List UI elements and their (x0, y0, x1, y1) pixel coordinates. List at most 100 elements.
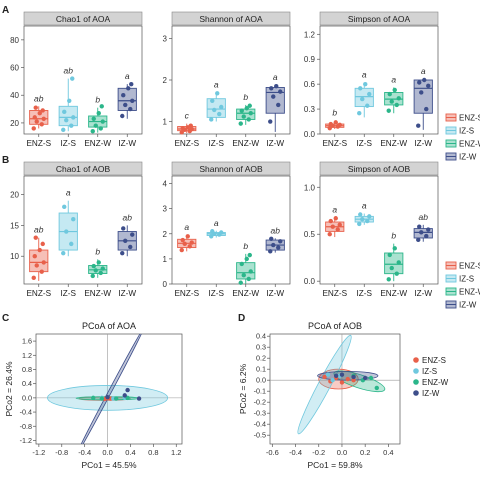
panel-title-strip (319, 11, 439, 26)
legend-label: ENZ-W (422, 378, 449, 387)
x-tick-label: -0.2 (312, 448, 325, 457)
panel-title-strip (23, 161, 143, 176)
x-tick-label: -0.4 (78, 448, 91, 457)
y-tick-label: 0.2 (256, 354, 266, 363)
x-tick-label: -0.8 (55, 448, 68, 457)
data-point (271, 94, 276, 99)
data-point (209, 234, 214, 239)
legend-label: ENZ-S (459, 114, 480, 123)
y-tick-label: 0.4 (256, 332, 266, 341)
x-tick-label: ENZ-W (84, 289, 111, 298)
y-axis-label: PCo2 = 26.4% (4, 361, 14, 416)
significance-letter: a (66, 188, 71, 198)
y-tick-label: 0.1 (256, 365, 266, 374)
x-tick-label: 1.2 (171, 448, 181, 457)
data-point (276, 245, 281, 250)
box-iqr (354, 87, 374, 108)
data-point (241, 114, 246, 119)
data-point (269, 236, 274, 241)
data-point (416, 237, 421, 243)
x-tick-label: IZ-W (414, 139, 432, 148)
x-tick-label: IZ-S (61, 289, 77, 298)
significance-letter: a (362, 201, 367, 211)
confidence-ellipse (297, 334, 352, 435)
data-point (71, 217, 76, 222)
legend-label: IZ-W (459, 153, 477, 162)
data-point (238, 280, 243, 285)
boxplot-panel: Shannon of AOB 0 1 2 3 4 a ENZ-S a IZ-S b ENZ-W ab IZ… (163, 161, 291, 298)
boxplot-panel: Shannon of AOA 1 2 3 c ENZ-S a IZ-S b ENZ-W a IZ-W (163, 11, 291, 148)
panel-title: Chao1 of AOA (56, 14, 111, 24)
data-point (210, 98, 215, 103)
data-point (333, 120, 338, 125)
data-point (325, 372, 331, 377)
data-point (357, 221, 362, 227)
x-tick-label: -0.6 (266, 448, 279, 457)
x-tick-label: ENZ-S (174, 139, 199, 148)
data-point (328, 121, 333, 127)
charts-layer: Chao1 of AOA20406080abENZ-SabIZ-SbENZ-Wa… (4, 11, 480, 470)
legend-label: IZ-S (459, 275, 474, 284)
data-point (41, 260, 46, 265)
x-tick-label: 0.0 (102, 448, 112, 457)
x-tick-label: 0.4 (125, 448, 135, 457)
data-point (39, 122, 44, 127)
y-tick-label: 0.0 (304, 130, 316, 139)
y-tick-label: 3 (163, 34, 168, 43)
plot-frame (171, 175, 291, 285)
data-point (362, 375, 368, 381)
significance-letter: b (95, 246, 100, 256)
data-point (387, 252, 392, 258)
y-tick-label: 4 (163, 180, 168, 189)
plot-area (36, 334, 182, 444)
data-point (100, 119, 105, 124)
pcoa-title: PCoA of AOB (308, 321, 362, 331)
data-point (120, 113, 125, 119)
y-tick-label: 80 (10, 36, 19, 45)
plot-frame (171, 25, 291, 135)
legend-marker (413, 379, 419, 385)
legend-label: ENZ-W (459, 140, 480, 149)
x-tick-label: -1.2 (32, 448, 45, 457)
data-point (189, 126, 194, 132)
data-point (210, 229, 215, 234)
data-point (337, 122, 342, 128)
significance-letter: b (95, 95, 100, 105)
significance-letter: b (391, 231, 396, 241)
panel-title: Simpson of AOA (348, 14, 411, 24)
data-point (426, 83, 431, 89)
significance-letter: a (184, 222, 189, 232)
legend-label: IZ-S (459, 127, 474, 136)
y-tick-label: -0.8 (20, 422, 32, 431)
data-point (239, 108, 244, 113)
panel-title: Shannon of AOA (199, 14, 263, 24)
significance-letter: b (243, 92, 248, 102)
data-point (61, 250, 66, 256)
data-point (98, 270, 103, 276)
data-point (389, 265, 394, 271)
data-point (64, 117, 69, 123)
data-point (122, 393, 127, 398)
x-tick-label: ENZ-S (174, 289, 199, 298)
data-point (37, 111, 42, 116)
data-point (389, 99, 394, 104)
data-point (386, 108, 391, 113)
y-tick-label: 0.0 (22, 393, 32, 402)
data-point (62, 109, 67, 115)
x-tick-label: IZ-S (209, 289, 225, 298)
data-point (358, 212, 363, 217)
x-tick-label: IZ-W (118, 289, 136, 298)
data-point (99, 104, 104, 109)
data-point (386, 277, 391, 282)
data-point (244, 106, 249, 111)
y-tick-label: 1.2 (304, 30, 316, 39)
x-axis-label: PCo1 = 45.5% (81, 460, 136, 470)
box-legend: ENZ-S IZ-S ENZ-W IZ-W (445, 262, 480, 310)
significance-letter: ab (34, 225, 44, 235)
legend-label: ENZ-S (422, 356, 446, 365)
data-point (187, 244, 192, 249)
data-point (212, 107, 217, 113)
legend-marker (413, 357, 419, 363)
data-point (185, 234, 190, 239)
data-point (217, 111, 222, 117)
